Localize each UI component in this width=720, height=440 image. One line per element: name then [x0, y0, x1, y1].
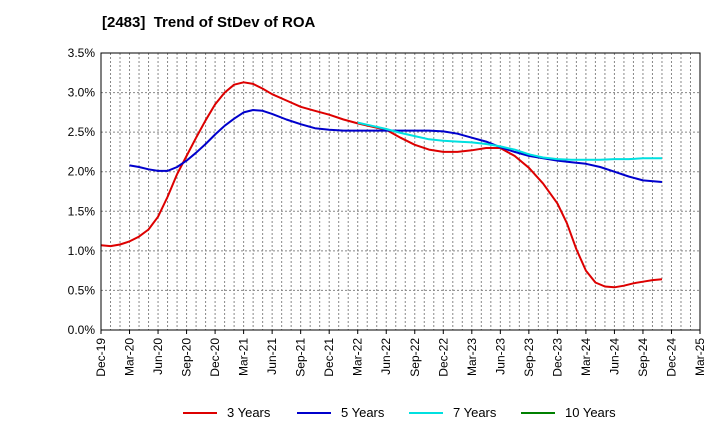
- legend-swatch: [183, 411, 217, 414]
- plot-frame: [100, 52, 701, 331]
- y-tick-label: 0.5%: [68, 283, 96, 297]
- legend-swatch: [521, 411, 555, 414]
- series-layer: [100, 81, 663, 289]
- y-tick-label: 3.0%: [68, 86, 96, 100]
- y-tick-label: 2.0%: [68, 165, 96, 179]
- legend-label: 7 Years: [453, 405, 497, 420]
- x-tick-label: Mar-22: [351, 338, 365, 376]
- plot-area: [101, 53, 700, 330]
- y-tick-label: 2.5%: [68, 125, 96, 139]
- x-tick-label: Mar-21: [237, 338, 251, 376]
- x-tick-label: Jun-24: [607, 338, 621, 375]
- x-tick-label: Dec-20: [208, 338, 222, 377]
- x-tick-label: Jun-22: [379, 338, 393, 375]
- axis-layer: 0.0% 0.5% 1.0% 1.5% 2.0% 2.5% 3.0% 3.5% Dec-19 Ma…: [68, 46, 707, 377]
- legend-swatch: [409, 411, 443, 414]
- legend-item-10-years: 10 Years: [521, 405, 616, 420]
- y-tick-label: 1.5%: [68, 204, 96, 218]
- legend-swatch: [297, 411, 331, 414]
- x-tick-label: Jun-23: [493, 338, 507, 375]
- x-tick-label: Mar-23: [465, 338, 479, 376]
- y-tick-label: 0.0%: [68, 323, 96, 337]
- x-tick-label: Sep-22: [408, 338, 422, 377]
- x-tick-label: Sep-23: [522, 338, 536, 377]
- x-tick-label: Dec-21: [322, 338, 336, 377]
- x-tick-label: Jun-20: [151, 338, 165, 375]
- x-tick-label: Sep-21: [294, 338, 308, 377]
- x-tick-label: Mar-24: [579, 338, 593, 376]
- legend-item-3-years: 3 Years: [183, 405, 270, 420]
- legend-label: 3 Years: [227, 405, 271, 420]
- legend-item-7-years: 7 Years: [409, 405, 496, 420]
- y-tick-label: 3.5%: [68, 46, 96, 60]
- y-tick-label: 1.0%: [68, 244, 96, 258]
- x-tick-label: Mar-25: [693, 338, 707, 376]
- x-tick-label: Jun-21: [265, 338, 279, 375]
- x-tick-label: Dec-24: [664, 338, 678, 377]
- x-tick-label: Mar-20: [123, 338, 137, 376]
- x-tick-label: Sep-20: [180, 338, 194, 377]
- series-line-5-years: [129, 109, 663, 183]
- x-tick-label: Dec-22: [436, 338, 450, 377]
- series-line-7-years: [357, 121, 662, 161]
- chart-title: [2483] Trend of StDev of ROA: [102, 14, 316, 31]
- legend-label: 10 Years: [565, 405, 616, 420]
- legend: 3 Years 5 Years 7 Years 10 Years: [0, 405, 720, 425]
- x-tick-label: Dec-19: [94, 338, 108, 377]
- legend-item-5-years: 5 Years: [297, 405, 384, 420]
- legend-label: 5 Years: [341, 405, 385, 420]
- x-tick-label: Sep-24: [636, 338, 650, 377]
- x-tick-label: Dec-23: [550, 338, 564, 377]
